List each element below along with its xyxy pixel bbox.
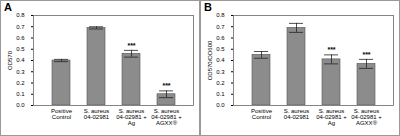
svg-text:0.6: 0.6 — [16, 35, 25, 41]
svg-text:0.3: 0.3 — [16, 69, 25, 75]
svg-text:***: *** — [162, 82, 170, 89]
svg-text:S. aureus04-02981: S. aureus04-02981 — [84, 108, 110, 120]
svg-text:***: *** — [362, 51, 370, 58]
svg-text:0.0: 0.0 — [16, 102, 25, 108]
svg-text:0.2: 0.2 — [216, 80, 225, 86]
svg-text:PositiveControl: PositiveControl — [251, 108, 273, 120]
svg-text:S. aureus04-02981 +AGXX®: S. aureus04-02981 +AGXX® — [351, 108, 382, 126]
svg-text:0.5: 0.5 — [16, 46, 25, 52]
svg-text:0.8: 0.8 — [216, 12, 225, 18]
svg-text:S. aureus04-02981 +AGXX®: S. aureus04-02981 +AGXX® — [151, 108, 182, 126]
svg-text:S. aureus04-02981 +Ag: S. aureus04-02981 +Ag — [116, 108, 147, 126]
svg-text:0.5: 0.5 — [216, 46, 225, 52]
svg-text:0.1: 0.1 — [216, 91, 225, 97]
svg-text:0.3: 0.3 — [216, 69, 225, 75]
svg-text:PositiveControl: PositiveControl — [51, 108, 73, 120]
svg-text:0.4: 0.4 — [16, 57, 25, 63]
svg-text:***: *** — [127, 42, 135, 49]
svg-text:***: *** — [327, 46, 335, 53]
svg-text:OD570: OD570 — [7, 50, 13, 70]
html-text:B: B — [204, 1, 212, 13]
svg-text:S. aureus04-02981 +Ag: S. aureus04-02981 +Ag — [316, 108, 347, 126]
svg-text:S. aureus04-02981: S. aureus04-02981 — [284, 108, 310, 120]
svg-text:OD570/OD600: OD570/OD600 — [207, 40, 213, 80]
svg-text:0.7: 0.7 — [216, 24, 225, 30]
svg-text:0.8: 0.8 — [16, 12, 25, 18]
svg-text:0.4: 0.4 — [216, 57, 225, 63]
svg-text:0.2: 0.2 — [16, 80, 25, 86]
svg-text:0.1: 0.1 — [16, 91, 25, 97]
svg-text:0.6: 0.6 — [216, 35, 225, 41]
svg-text:0.0: 0.0 — [216, 102, 225, 108]
svg-text:0.7: 0.7 — [16, 24, 25, 30]
html-text:A: A — [4, 1, 12, 13]
